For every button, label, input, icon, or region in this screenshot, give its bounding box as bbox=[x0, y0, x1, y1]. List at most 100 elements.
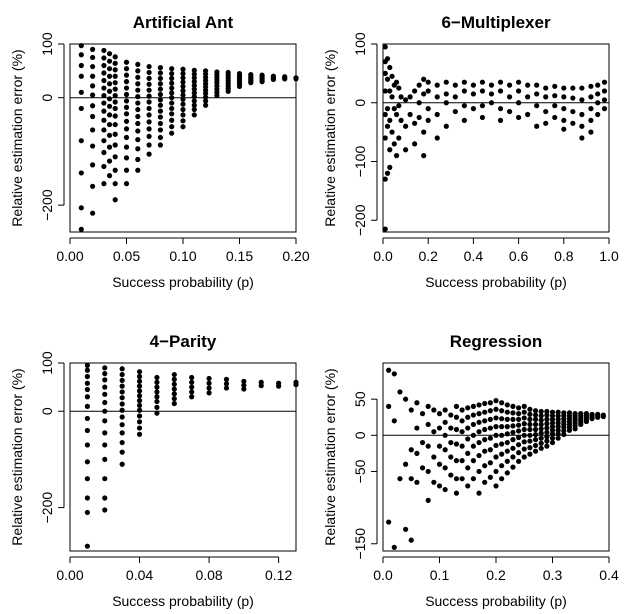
data-point bbox=[487, 474, 493, 480]
data-point bbox=[538, 430, 544, 436]
data-point bbox=[588, 83, 594, 89]
data-point bbox=[119, 407, 125, 413]
data-point bbox=[538, 417, 544, 423]
data-point bbox=[154, 394, 160, 400]
x-tick-label: 0.3 bbox=[543, 567, 563, 583]
data-point bbox=[101, 163, 107, 170]
data-point bbox=[588, 106, 594, 112]
scatter-points bbox=[78, 43, 299, 232]
data-point bbox=[544, 443, 550, 449]
x-tick-label: 0.0 bbox=[373, 567, 393, 583]
data-point bbox=[382, 135, 388, 141]
data-point bbox=[191, 79, 197, 85]
data-point bbox=[549, 413, 556, 419]
data-point bbox=[527, 411, 533, 417]
data-point bbox=[123, 59, 130, 65]
data-point bbox=[561, 85, 567, 91]
data-point bbox=[157, 91, 163, 98]
scatter-points bbox=[382, 44, 608, 232]
data-point bbox=[601, 106, 608, 112]
data-point bbox=[549, 435, 556, 441]
data-point bbox=[516, 405, 522, 411]
data-point bbox=[123, 79, 130, 85]
data-point bbox=[203, 98, 209, 104]
data-point bbox=[136, 419, 143, 425]
data-point bbox=[84, 403, 90, 409]
data-point bbox=[601, 88, 608, 94]
data-point bbox=[600, 413, 606, 420]
data-point bbox=[555, 424, 561, 430]
data-point bbox=[84, 543, 90, 549]
data-point bbox=[532, 416, 539, 422]
data-point bbox=[532, 437, 539, 443]
data-point bbox=[123, 155, 130, 161]
data-point bbox=[90, 127, 96, 133]
data-point bbox=[157, 134, 163, 141]
data-point bbox=[416, 82, 422, 88]
data-point bbox=[119, 401, 125, 407]
data-point bbox=[169, 75, 175, 81]
data-point bbox=[112, 99, 118, 105]
data-point bbox=[154, 410, 160, 416]
data-point bbox=[191, 82, 197, 88]
data-point bbox=[119, 422, 125, 428]
data-point bbox=[421, 129, 427, 135]
data-point bbox=[588, 117, 594, 123]
data-point bbox=[180, 88, 186, 94]
data-point bbox=[84, 362, 90, 369]
data-point bbox=[135, 113, 141, 120]
data-point bbox=[493, 415, 499, 421]
data-point bbox=[384, 56, 391, 62]
data-point bbox=[525, 111, 531, 118]
data-point bbox=[482, 448, 488, 454]
data-point bbox=[191, 106, 197, 113]
data-point bbox=[459, 443, 465, 449]
data-point bbox=[136, 398, 143, 404]
data-point bbox=[538, 421, 544, 428]
data-point bbox=[589, 416, 595, 422]
data-point bbox=[157, 75, 163, 81]
data-point bbox=[90, 183, 96, 189]
data-point bbox=[527, 421, 533, 428]
data-point bbox=[119, 461, 125, 467]
data-point bbox=[425, 79, 431, 85]
data-point bbox=[516, 100, 522, 106]
data-point bbox=[389, 129, 395, 135]
data-point bbox=[493, 483, 499, 489]
data-point bbox=[171, 391, 177, 397]
data-point bbox=[78, 62, 84, 69]
data-point bbox=[106, 144, 113, 150]
data-point bbox=[470, 91, 476, 97]
data-point bbox=[403, 396, 409, 402]
data-point bbox=[461, 88, 467, 94]
data-point bbox=[504, 458, 510, 464]
y-axis-label: Relative estimation error (%) bbox=[322, 49, 338, 226]
data-point bbox=[112, 54, 118, 60]
data-point bbox=[538, 413, 544, 419]
data-point bbox=[169, 124, 175, 130]
data-point bbox=[102, 476, 108, 482]
data-point bbox=[106, 173, 113, 179]
data-point bbox=[532, 426, 539, 433]
y-tick-label: 0 bbox=[352, 431, 368, 439]
data-point bbox=[119, 366, 125, 372]
data-point bbox=[579, 97, 585, 103]
x-tick-label: 0.6 bbox=[509, 248, 529, 264]
data-point bbox=[136, 413, 143, 419]
data-point bbox=[123, 134, 130, 141]
data-point bbox=[465, 425, 471, 431]
data-point bbox=[561, 428, 567, 434]
data-point bbox=[135, 68, 141, 74]
data-point bbox=[470, 412, 476, 418]
data-point bbox=[506, 82, 513, 88]
data-point bbox=[154, 379, 160, 385]
data-point bbox=[588, 129, 594, 135]
data-point bbox=[416, 100, 422, 106]
data-point bbox=[157, 120, 163, 127]
data-point bbox=[223, 381, 230, 387]
data-point bbox=[90, 210, 96, 216]
data-point bbox=[527, 445, 533, 451]
data-point bbox=[387, 88, 393, 94]
data-point bbox=[135, 120, 141, 127]
data-point bbox=[101, 85, 107, 91]
